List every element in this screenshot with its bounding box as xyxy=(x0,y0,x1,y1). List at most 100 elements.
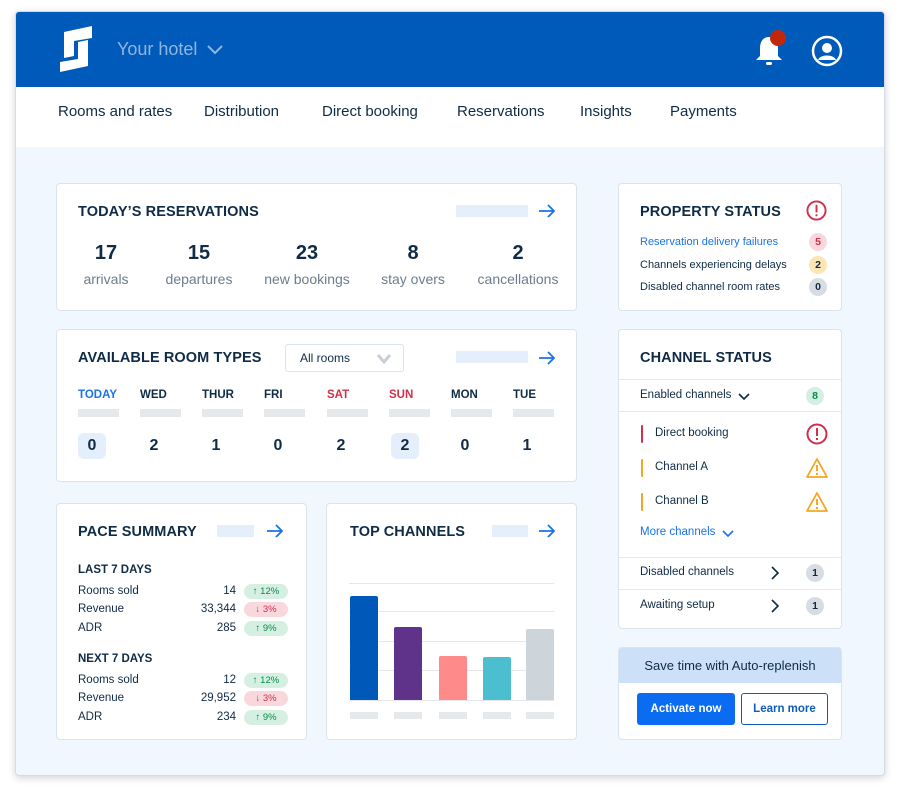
row-value: 285 xyxy=(216,622,236,634)
room-filter-select[interactable]: All rooms xyxy=(285,344,404,372)
top-channels-card: TOP CHANNELS xyxy=(326,503,577,740)
day-value: 0 xyxy=(460,437,470,454)
chevron-down-icon xyxy=(738,393,750,401)
count-badge: 5 xyxy=(809,233,827,251)
learn-more-button[interactable]: Learn more xyxy=(741,693,828,725)
property-status-card: PROPERTY STATUS Reservation delivery fai… xyxy=(618,183,842,311)
nav-insights[interactable]: Insights xyxy=(580,103,632,120)
status-row-delivery-failures[interactable]: Reservation delivery failures 5 xyxy=(640,233,827,251)
arrow-right-icon[interactable] xyxy=(266,524,284,538)
nav-direct-booking[interactable]: Direct booking xyxy=(322,103,418,120)
row-label: ADR xyxy=(78,711,103,723)
awaiting-setup-label: Awaiting setup xyxy=(640,599,715,611)
card-title: PACE SUMMARY xyxy=(78,524,197,540)
gridline xyxy=(349,611,554,612)
chart-baseline xyxy=(349,700,554,701)
chart-bar[interactable] xyxy=(350,596,378,700)
stat-cancellations[interactable]: 2 cancellations xyxy=(468,242,568,287)
day-column-sat[interactable]: SAT 2 xyxy=(327,389,389,454)
day-placeholder xyxy=(140,409,181,417)
gridline xyxy=(349,641,554,642)
divider xyxy=(619,379,841,380)
day-column-mon[interactable]: MON 0 xyxy=(451,389,513,454)
count-badge: 8 xyxy=(806,387,824,405)
day-column-thur[interactable]: THUR 1 xyxy=(202,389,264,454)
nav-reservations[interactable]: Reservations xyxy=(457,103,545,120)
day-column-today[interactable]: TODAY 0 xyxy=(78,389,140,459)
main-nav: Rooms and rates Distribution Direct book… xyxy=(16,87,884,147)
day-column-tue[interactable]: TUE 1 xyxy=(513,389,575,454)
enabled-channels-label: Enabled channels xyxy=(640,389,732,401)
hotel-selector[interactable]: Your hotel xyxy=(117,39,224,60)
notification-badge xyxy=(770,30,786,46)
user-avatar-icon[interactable] xyxy=(811,35,843,67)
stat-new-bookings[interactable]: 23 new bookings xyxy=(257,242,357,287)
warning-icon xyxy=(806,458,828,478)
nav-distribution[interactable]: Distribution xyxy=(204,103,280,120)
chart-bar[interactable] xyxy=(526,629,554,700)
count-badge: 1 xyxy=(806,564,824,582)
stat-value: 8 xyxy=(407,242,419,264)
row-label: Revenue xyxy=(78,692,125,704)
pace-row-rooms-sold: Rooms sold 12 ↑ 12% xyxy=(78,672,288,690)
arrow-right-icon[interactable] xyxy=(538,204,556,218)
trend-badge: ↓ 3% xyxy=(244,602,288,617)
pace-row-adr: ADR 234 ↑ 9% xyxy=(78,709,288,727)
day-column-fri[interactable]: FRI 0 xyxy=(264,389,326,454)
day-placeholder xyxy=(389,409,430,417)
chart-bar[interactable] xyxy=(483,657,511,700)
day-placeholder xyxy=(451,409,492,417)
chevron-right-icon xyxy=(771,566,780,580)
day-column-wed[interactable]: WED 2 xyxy=(140,389,202,454)
card-title: PROPERTY STATUS xyxy=(640,204,781,220)
trend-badge: ↑ 12% xyxy=(244,584,288,599)
loading-placeholder xyxy=(217,525,254,537)
stat-stay-overs[interactable]: 8 stay overs xyxy=(363,242,463,287)
count-badge: 0 xyxy=(809,278,827,296)
day-label: WED xyxy=(140,389,167,401)
x-label-placeholder xyxy=(483,712,511,719)
loading-placeholder xyxy=(492,525,528,537)
status-link[interactable]: Reservation delivery failures xyxy=(640,236,779,248)
divider xyxy=(619,411,841,412)
x-label-placeholder xyxy=(526,712,554,719)
section-heading: NEXT 7 DAYS xyxy=(78,653,153,665)
day-value: 2 xyxy=(336,437,346,454)
card-title: AVAILABLE ROOM TYPES xyxy=(78,350,262,366)
day-label: SAT xyxy=(327,389,350,401)
chart-bar[interactable] xyxy=(439,656,467,700)
stat-value: 23 xyxy=(295,242,319,264)
status-stripe xyxy=(641,459,643,477)
stat-arrivals[interactable]: 17 arrivals xyxy=(56,242,156,287)
row-label: Rooms sold xyxy=(78,674,139,686)
day-value: 0 xyxy=(273,437,283,454)
brand-logo-icon[interactable] xyxy=(58,26,94,72)
arrow-right-icon[interactable] xyxy=(538,351,556,365)
chevron-down-icon xyxy=(377,354,391,364)
day-value: 0 xyxy=(78,433,106,459)
day-column-sun[interactable]: SUN 2 xyxy=(389,389,451,459)
count-badge: 2 xyxy=(809,256,827,274)
divider xyxy=(619,557,841,558)
trend-badge: ↑ 9% xyxy=(244,621,288,636)
chart-bar[interactable] xyxy=(394,627,422,700)
chevron-down-icon xyxy=(722,530,734,538)
row-label: Revenue xyxy=(78,603,125,615)
more-channels-link[interactable]: More channels xyxy=(640,526,716,538)
channel-name: Channel A xyxy=(655,461,709,473)
row-value: 14 xyxy=(223,585,236,597)
x-label-placeholder xyxy=(350,712,378,719)
card-title: TODAY’S RESERVATIONS xyxy=(78,204,259,220)
arrow-right-icon[interactable] xyxy=(538,524,556,538)
nav-payments[interactable]: Payments xyxy=(670,103,737,120)
nav-rooms-and-rates[interactable]: Rooms and rates xyxy=(58,103,173,120)
status-label: Disabled channel room rates xyxy=(640,281,781,293)
pace-summary-card: PACE SUMMARY LAST 7 DAYS Rooms sold 14 ↑… xyxy=(56,503,307,740)
status-row-channel-delays: Channels experiencing delays 2 xyxy=(640,256,827,274)
pace-row-revenue: Revenue 29,952 ↓ 3% xyxy=(78,690,288,708)
activate-now-button[interactable]: Activate now xyxy=(637,693,735,725)
row-value: 234 xyxy=(216,711,236,723)
pace-row-rooms-sold: Rooms sold 14 ↑ 12% xyxy=(78,583,288,601)
stat-departures[interactable]: 15 departures xyxy=(149,242,249,287)
stat-value: 2 xyxy=(512,242,524,264)
